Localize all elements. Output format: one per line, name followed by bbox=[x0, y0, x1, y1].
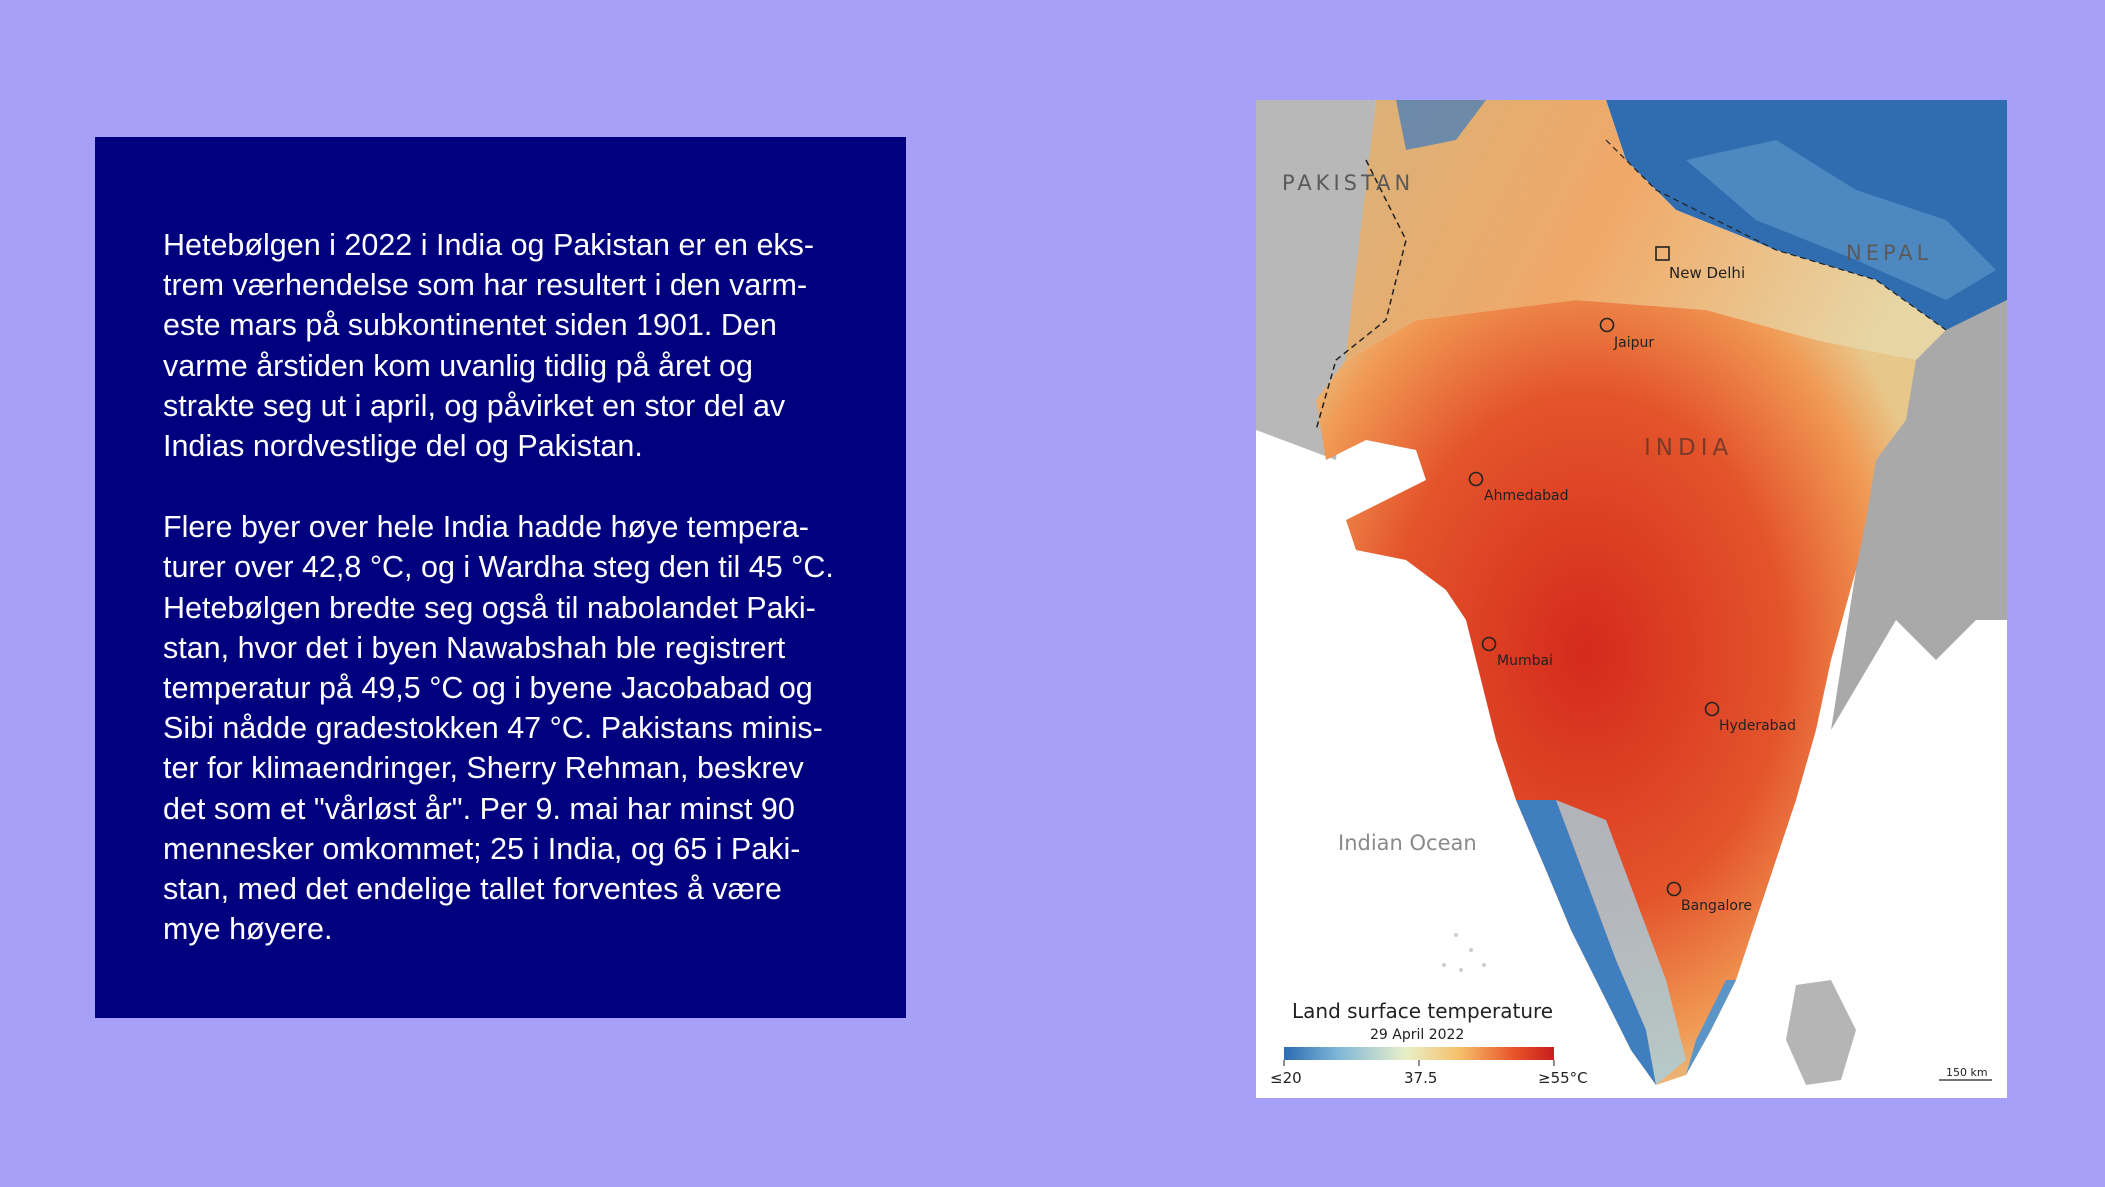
ahmedabad-marker bbox=[1468, 471, 1484, 487]
india-landmass bbox=[1316, 300, 1916, 1085]
ahmedabad-label: Ahmedabad bbox=[1484, 488, 1569, 504]
legend-date: 29 April 2022 bbox=[1370, 1027, 1464, 1043]
hyderabad-label: Hyderabad bbox=[1719, 718, 1796, 734]
legend-max-label: ≥55°C bbox=[1538, 1069, 1588, 1087]
legend-colorbar bbox=[1284, 1047, 1554, 1060]
legend-title: Land surface temperature bbox=[1292, 999, 1553, 1023]
scale-bar-label: 150 km bbox=[1946, 1066, 1988, 1079]
terrain-right-lower bbox=[1776, 620, 2007, 1098]
text-panel: Hetebølgen i 2022 i India og Pakistan er… bbox=[95, 137, 906, 1018]
pakistan-label: PAKISTAN bbox=[1282, 171, 1414, 195]
jaipur-label: Jaipur bbox=[1613, 335, 1654, 351]
hyderabad-marker bbox=[1704, 701, 1720, 717]
bangalore-label: Bangalore bbox=[1681, 898, 1752, 914]
temperature-map: PAKISTAN NEPAL INDIA New Delhi Jaipur Ah… bbox=[1256, 100, 2007, 1098]
new-delhi-marker bbox=[1655, 246, 1670, 261]
ocean-label: Indian Ocean bbox=[1338, 831, 1477, 855]
mumbai-marker bbox=[1481, 636, 1497, 652]
paragraph-intro: Hetebølgen i 2022 i India og Pakistan er… bbox=[163, 228, 815, 464]
nepal-label: NEPAL bbox=[1846, 241, 1932, 265]
srilanka-terrain bbox=[1786, 980, 1856, 1085]
border-line bbox=[1315, 159, 1407, 431]
mumbai-label: Mumbai bbox=[1497, 653, 1553, 669]
jaipur-marker bbox=[1599, 317, 1615, 333]
legend-mid-label: 37.5 bbox=[1404, 1069, 1437, 1087]
india-label: INDIA bbox=[1644, 435, 1733, 461]
southwest-cool-coast bbox=[1516, 800, 1656, 1085]
paragraph-details: Flere byer over hele India hadde høye te… bbox=[163, 510, 834, 947]
northern-plain bbox=[1336, 100, 1946, 440]
new-delhi-label: New Delhi bbox=[1669, 264, 1745, 282]
bangalore-marker bbox=[1666, 881, 1682, 897]
legend-min-label: ≤20 bbox=[1270, 1069, 1302, 1087]
